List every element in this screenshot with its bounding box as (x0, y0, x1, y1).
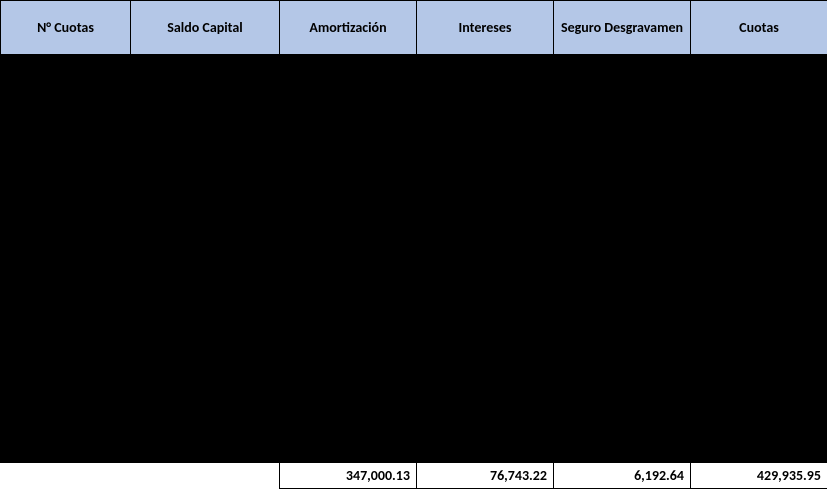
totals-blank-2 (131, 463, 280, 489)
table-body-cell (1, 55, 827, 463)
col-header-intereses: Intereses (417, 1, 554, 55)
col-header-num_cuotas: N° Cuotas (1, 1, 131, 55)
totals-amortizacion: 347,000.13 (280, 463, 417, 489)
totals-cuotas: 429,935.95 (691, 463, 827, 489)
totals-blank-1 (1, 463, 131, 489)
totals-row: 347,000.13 76,743.22 6,192.64 429,935.95 (1, 463, 827, 489)
col-header-saldo_capital: Saldo Capital (131, 1, 280, 55)
totals-intereses: 76,743.22 (417, 463, 554, 489)
col-header-amortizacion: Amortización (280, 1, 417, 55)
table-body (1, 55, 827, 463)
col-header-seguro_desgravamen: Seguro Desgravamen (554, 1, 691, 55)
table-body-block (1, 55, 827, 463)
totals-seguro: 6,192.64 (554, 463, 691, 489)
col-header-cuotas: Cuotas (691, 1, 827, 55)
table-header-row: N° CuotasSaldo CapitalAmortizaciónIntere… (1, 1, 827, 55)
amortization-table: N° CuotasSaldo CapitalAmortizaciónIntere… (0, 0, 827, 489)
